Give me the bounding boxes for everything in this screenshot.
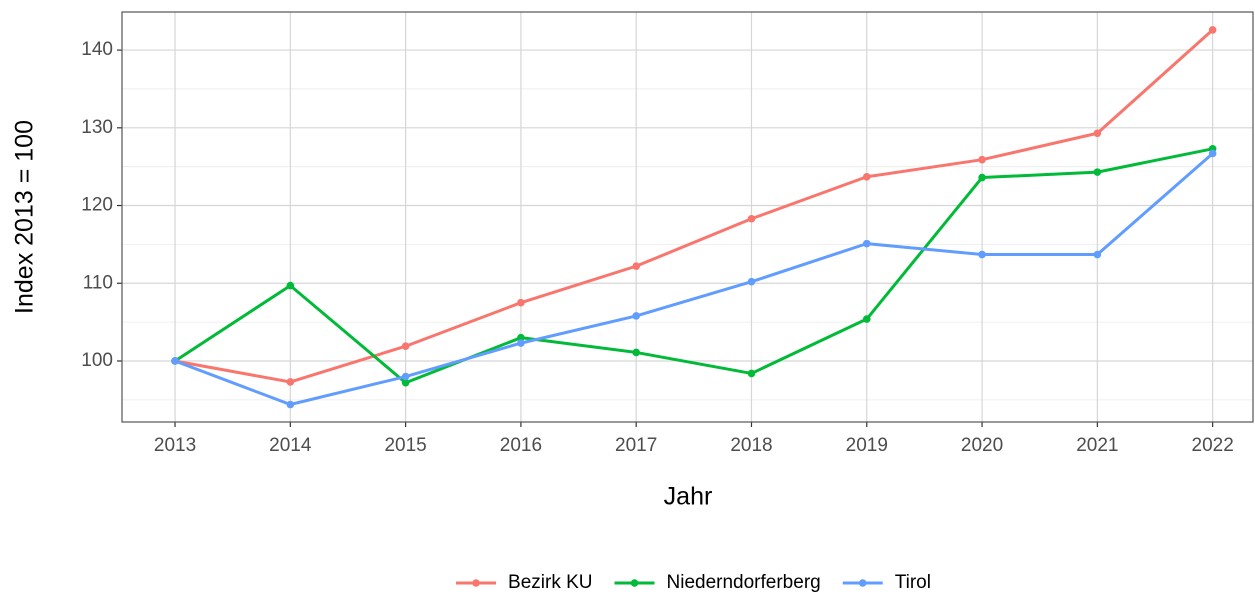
data-point <box>1093 250 1102 259</box>
series-line <box>174 28 1214 384</box>
legend: Bezirk KU Niederndorferberg Tirol <box>456 572 931 593</box>
x-tick-label: 2013 <box>154 435 196 456</box>
data-point <box>1208 26 1217 34</box>
y-tick-label: 140 <box>81 39 113 60</box>
data-point <box>286 378 295 386</box>
data-point <box>401 372 410 381</box>
data-point <box>978 155 986 164</box>
y-axis-label: Index 2013 = 100 <box>11 120 39 314</box>
data-point <box>1093 129 1102 138</box>
x-tick-label: 2019 <box>846 435 888 456</box>
data-point <box>862 172 871 181</box>
data-point <box>632 312 640 320</box>
panel-border <box>121 11 1254 423</box>
data-point <box>747 369 756 378</box>
data-point <box>1093 168 1102 176</box>
legend-item: Bezirk KU <box>456 572 593 593</box>
x-tick-label: 2022 <box>1192 435 1234 456</box>
legend-key-point <box>858 579 867 587</box>
y-tick-label: 130 <box>81 117 113 138</box>
data-point <box>171 357 179 365</box>
legend-item: Niederndorferberg <box>614 572 821 593</box>
data-point <box>517 298 525 307</box>
legend-key-point <box>630 579 639 587</box>
data-point <box>401 378 410 387</box>
data-point <box>1208 149 1217 158</box>
data-point <box>862 239 871 248</box>
x-tick-label: 2015 <box>384 435 426 456</box>
data-point <box>286 400 295 409</box>
data-point <box>632 348 640 357</box>
data-point <box>517 339 525 347</box>
y-tick-label: 110 <box>83 272 113 293</box>
x-tick-label: 2021 <box>1076 435 1118 456</box>
x-tick-label: 2018 <box>730 435 772 456</box>
data-point <box>978 173 986 182</box>
legend-label: Niederndorferberg <box>667 572 821 593</box>
x-tick-label: 2020 <box>961 435 1003 456</box>
legend-item: Tirol <box>842 572 931 593</box>
x-tick-label: 2016 <box>500 435 542 456</box>
data-point <box>401 342 410 351</box>
data-point <box>286 281 295 290</box>
y-tick-label: 100 <box>81 350 113 371</box>
data-point <box>862 315 871 323</box>
x-axis-label: Jahr <box>664 483 713 511</box>
legend-label: Bezirk KU <box>508 572 592 593</box>
x-tick-label: 2014 <box>269 435 312 456</box>
data-point <box>517 333 525 342</box>
legend-key-point <box>472 579 480 587</box>
legend-label: Tirol <box>895 572 931 593</box>
data-point <box>747 277 756 286</box>
series-line <box>174 152 1214 407</box>
data-point <box>632 262 640 270</box>
data-point <box>978 250 986 259</box>
series-line <box>174 147 1213 385</box>
data-point <box>747 214 756 223</box>
x-tick-label: 2017 <box>615 435 657 456</box>
y-tick-label: 120 <box>81 195 113 216</box>
